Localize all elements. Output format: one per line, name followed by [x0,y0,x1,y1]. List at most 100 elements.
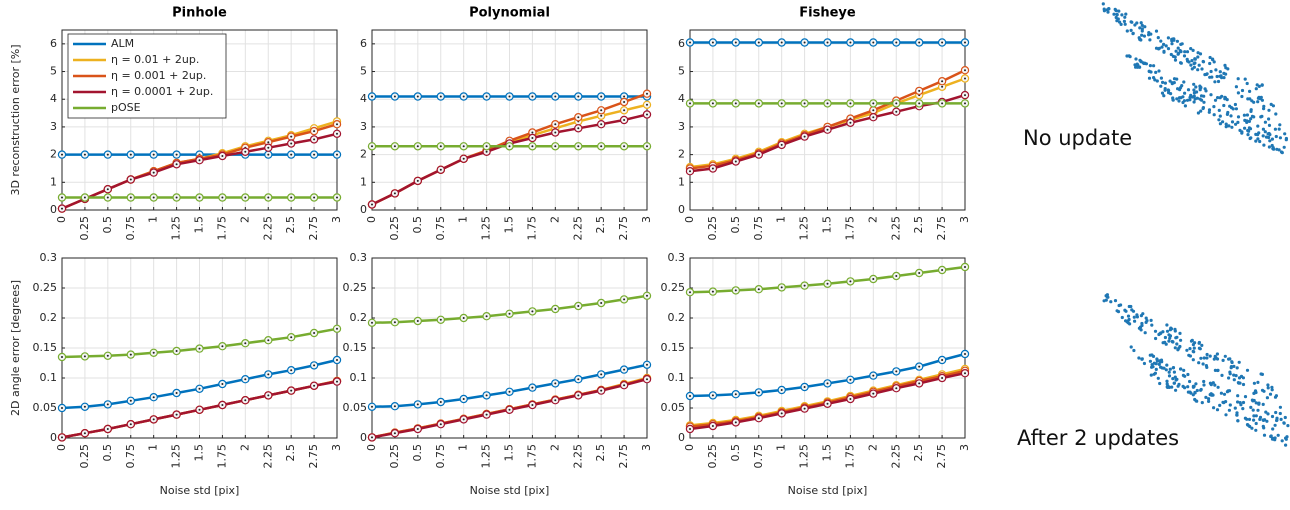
data-point-center [61,436,63,438]
legend-label: pOSE [111,101,141,114]
data-point-center [130,354,132,356]
cloud-point [1268,124,1271,127]
data-point-center [61,407,63,409]
cloud-point [1236,400,1239,403]
cloud-point [1284,444,1287,447]
cloud-point [1214,355,1217,358]
cloud-point [1115,16,1118,19]
cloud-point [1157,36,1160,39]
data-point-center [107,403,109,405]
data-point-center [440,319,442,321]
cloud-point [1257,131,1260,134]
data-point-center [827,102,829,104]
data-point-center [600,123,602,125]
cloud-point [1249,136,1252,139]
data-point-center [577,96,579,98]
cloud-point [1181,42,1184,45]
cloud-point [1270,103,1273,106]
cloud-point [1199,357,1202,360]
cloud-point [1236,366,1239,369]
data-point-center [895,370,897,372]
cloud-point [1268,145,1271,148]
cloud-point [1238,361,1241,364]
cloud-point [1237,115,1240,118]
cloud-point [1283,132,1286,135]
cloud-point [1262,134,1265,137]
cloud-point [1149,354,1152,357]
x-tick-label: 3 [640,216,653,223]
cloud-point [1135,313,1138,316]
x-tick-label: 1.25 [170,444,183,469]
cloud-point [1132,32,1135,35]
cloud-point [1235,85,1238,88]
cloud-point [1279,412,1282,415]
cloud-point [1169,368,1172,371]
data-point-center [417,428,419,430]
cloud-point [1116,309,1119,312]
data-point-center [107,197,109,199]
cloud-point [1164,87,1167,90]
cloud-point [1241,89,1244,92]
data-point-center [781,412,783,414]
cloud-point [1246,97,1249,100]
data-point-center [61,208,63,210]
data-point-center [758,42,760,44]
cloud-point [1115,19,1118,22]
data-point-center [417,320,419,322]
cloud-point [1132,349,1135,352]
cloud-point [1188,380,1191,383]
cloud-point [1274,396,1277,399]
cloud-point [1255,87,1258,90]
cloud-point [1161,81,1164,84]
cloud-point [1144,331,1147,334]
cloud-point [1218,109,1221,112]
cloud-point [1171,340,1174,343]
x-tick-label: 2 [548,216,561,223]
cloud-point [1167,47,1170,50]
cloud-point [1222,359,1225,362]
cloud-point [1216,96,1219,99]
cloud-point [1165,343,1168,346]
x-tick-label: 1.25 [170,216,183,241]
cloud-point [1200,67,1203,70]
cloud-point [1274,411,1277,414]
cloud-point [1210,392,1213,395]
cloud-point [1138,59,1141,62]
cloud-point [1186,50,1189,53]
data-point-center [176,154,178,156]
y-tick-label: 5 [678,65,685,78]
data-point-center [440,145,442,147]
cloud-point [1193,91,1196,94]
x-tick-label: 2.75 [935,444,948,469]
cloud-point [1106,293,1109,296]
data-point-center [804,102,806,104]
cloud-point [1175,378,1178,381]
data-point-center [463,398,465,400]
x-tick-label: 2 [866,444,879,451]
y-tick-label: 0.05 [661,401,686,414]
x-tick-label: 0.25 [78,444,91,469]
cloud-point [1196,68,1199,71]
x-tick-label: 1 [457,216,470,223]
data-point-center [221,383,223,385]
data-point-center [827,382,829,384]
data-point-center [244,399,246,401]
cloud-point [1182,80,1185,83]
data-point-center [371,204,373,206]
cloud-point [1271,138,1274,141]
cloud-point [1165,364,1168,367]
cloud-point [1228,357,1231,360]
cloud-point [1186,58,1189,61]
cloud-point [1262,425,1265,428]
cloud-point [1191,95,1194,98]
x-tick-label: 1 [457,444,470,451]
data-point-center [267,339,269,341]
data-point-center [872,278,874,280]
x-tick-label: 1.5 [193,216,206,234]
data-point-center [941,359,943,361]
data-point-center [623,369,625,371]
x-tick-label: 2 [238,216,251,223]
cloud-point [1283,422,1286,425]
cloud-point [1192,386,1195,389]
x-tick-label: 0.5 [729,444,742,462]
